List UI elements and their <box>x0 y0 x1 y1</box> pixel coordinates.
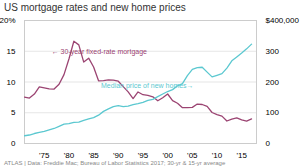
svg-text:'90: '90 <box>113 151 124 159</box>
svg-text:Median price of new homes→: Median price of new homes→ <box>101 82 194 90</box>
svg-text:10: 10 <box>7 78 16 87</box>
svg-text:'85: '85 <box>88 151 99 159</box>
svg-text:'75: '75 <box>39 151 50 159</box>
svg-text:15: 15 <box>7 47 16 56</box>
svg-text:$400,000: $400,000 <box>266 16 300 25</box>
svg-text:'95: '95 <box>138 151 149 159</box>
svg-text:200: 200 <box>266 78 280 87</box>
html-text:ATLAS | Data: Freddie Mac; Bur: ATLAS | Data: Freddie Mac; Bureau of Lab… <box>4 160 226 166</box>
svg-text:'05: '05 <box>187 151 198 159</box>
svg-text:0: 0 <box>266 139 271 148</box>
svg-text:5: 5 <box>11 108 16 117</box>
svg-text:'80: '80 <box>64 151 75 159</box>
html-text:US mortgage rates and new home: US mortgage rates and new home prices <box>4 2 186 13</box>
svg-text:← 30-year fixed-rate mortgage: ← 30-year fixed-rate mortgage <box>52 48 147 56</box>
svg-text:'10: '10 <box>212 151 223 159</box>
svg-text:'15: '15 <box>236 151 247 159</box>
svg-text:100: 100 <box>266 108 280 117</box>
svg-text:'00: '00 <box>162 151 173 159</box>
svg-text:300: 300 <box>266 47 280 56</box>
svg-text:20%: 20% <box>0 16 16 25</box>
svg-text:0: 0 <box>11 139 16 148</box>
